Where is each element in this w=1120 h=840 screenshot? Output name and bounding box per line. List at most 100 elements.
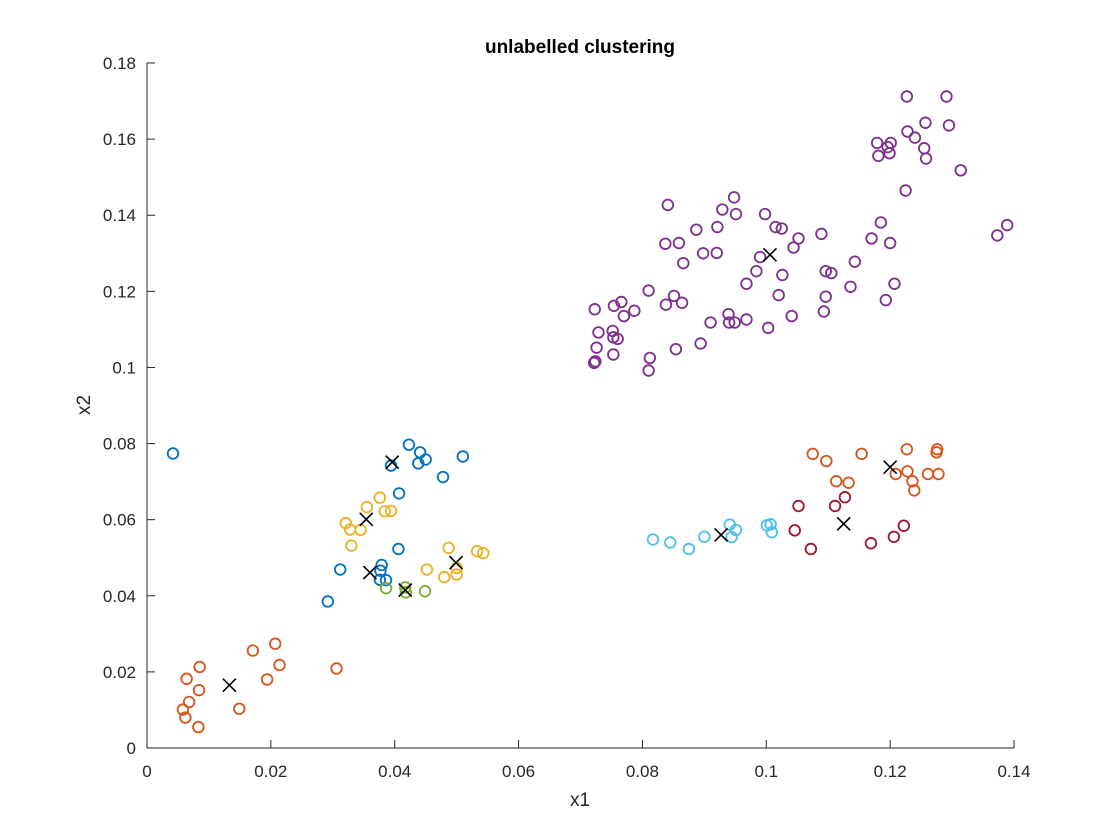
data-point bbox=[725, 530, 738, 544]
data-point bbox=[399, 586, 413, 599]
data-point bbox=[643, 351, 657, 365]
data-point bbox=[740, 277, 753, 290]
data-point bbox=[260, 673, 274, 686]
data-point bbox=[817, 305, 831, 318]
data-point bbox=[865, 232, 878, 245]
data-point bbox=[758, 207, 772, 221]
data-point bbox=[879, 293, 893, 307]
centroid-marker bbox=[398, 583, 413, 598]
data-point bbox=[906, 475, 919, 488]
data-point bbox=[176, 703, 190, 716]
data-point bbox=[617, 309, 631, 323]
data-point bbox=[420, 563, 434, 576]
data-point bbox=[607, 348, 620, 361]
data-point bbox=[792, 499, 805, 513]
x-axis-label: x1 bbox=[570, 790, 590, 811]
data-point bbox=[900, 90, 914, 103]
data-point bbox=[588, 303, 601, 316]
y-axis-label: x2 bbox=[74, 395, 95, 415]
data-point bbox=[477, 546, 490, 560]
data-point bbox=[769, 220, 782, 234]
data-point bbox=[587, 356, 601, 370]
data-point bbox=[828, 499, 842, 513]
data-point bbox=[919, 152, 933, 165]
data-point bbox=[787, 241, 800, 254]
data-point bbox=[392, 487, 406, 500]
data-point bbox=[872, 149, 885, 163]
y-tick-label: 0.06 bbox=[103, 511, 136, 530]
data-point bbox=[806, 447, 819, 461]
data-point bbox=[804, 542, 818, 556]
data-point bbox=[954, 164, 967, 177]
data-point bbox=[375, 558, 388, 572]
data-point bbox=[775, 222, 788, 235]
data-point bbox=[690, 223, 703, 236]
data-point bbox=[615, 295, 628, 309]
y-tick-label: 0.18 bbox=[103, 54, 136, 73]
data-point bbox=[704, 316, 717, 329]
data-point bbox=[330, 662, 343, 675]
data-point bbox=[180, 672, 193, 685]
data-point bbox=[402, 438, 416, 451]
data-point bbox=[908, 484, 921, 497]
data-points bbox=[166, 90, 1014, 734]
y-tick-label: 0.1 bbox=[112, 358, 136, 377]
y-tick-label: 0.14 bbox=[103, 206, 136, 225]
data-point bbox=[900, 443, 914, 456]
data-point bbox=[855, 447, 868, 461]
data-point bbox=[792, 232, 805, 245]
data-point bbox=[592, 326, 605, 339]
data-point bbox=[373, 573, 387, 586]
data-point bbox=[887, 530, 901, 543]
axes bbox=[146, 63, 1014, 749]
data-point bbox=[470, 545, 484, 558]
data-point bbox=[932, 467, 945, 481]
data-point bbox=[874, 216, 888, 229]
x-tick-label: 0.1 bbox=[754, 762, 778, 781]
centroid-marker bbox=[362, 565, 378, 580]
data-point bbox=[192, 720, 205, 734]
data-point bbox=[901, 125, 914, 138]
data-point bbox=[899, 184, 912, 197]
centroid-marker bbox=[714, 527, 729, 542]
data-point bbox=[722, 307, 735, 321]
data-point bbox=[764, 518, 777, 531]
data-point bbox=[889, 467, 902, 481]
data-point bbox=[273, 658, 286, 672]
data-point bbox=[456, 450, 470, 463]
data-point bbox=[842, 476, 855, 489]
data-point bbox=[991, 229, 1004, 242]
data-point bbox=[772, 288, 785, 302]
data-point bbox=[384, 504, 398, 518]
data-point bbox=[379, 581, 393, 595]
data-point bbox=[870, 136, 884, 150]
centroid-marker bbox=[883, 460, 898, 475]
data-point bbox=[881, 140, 894, 154]
data-point bbox=[412, 457, 425, 470]
ticks: 0 0.02 0.04 0.06 0.08 0.1 0.12 0.14 0 0.02 0.04 0.0… bbox=[103, 54, 1031, 781]
data-point bbox=[642, 284, 655, 297]
data-point bbox=[765, 526, 779, 539]
data-point bbox=[399, 581, 412, 594]
data-point bbox=[753, 250, 767, 264]
data-point bbox=[844, 280, 857, 293]
data-point bbox=[374, 564, 387, 577]
x-tick-label: 0.08 bbox=[626, 762, 659, 781]
centroid-marker bbox=[448, 555, 464, 570]
data-point bbox=[628, 304, 641, 317]
data-point bbox=[940, 90, 953, 103]
data-point bbox=[716, 203, 729, 216]
data-point bbox=[930, 446, 943, 459]
data-point bbox=[179, 711, 192, 724]
data-point bbox=[418, 585, 432, 598]
x-tick-label: 0.14 bbox=[997, 762, 1030, 781]
data-point bbox=[675, 296, 689, 309]
data-point bbox=[182, 695, 196, 709]
data-point bbox=[233, 702, 246, 716]
data-point bbox=[740, 313, 753, 326]
data-point bbox=[830, 475, 843, 488]
data-point bbox=[908, 131, 922, 144]
